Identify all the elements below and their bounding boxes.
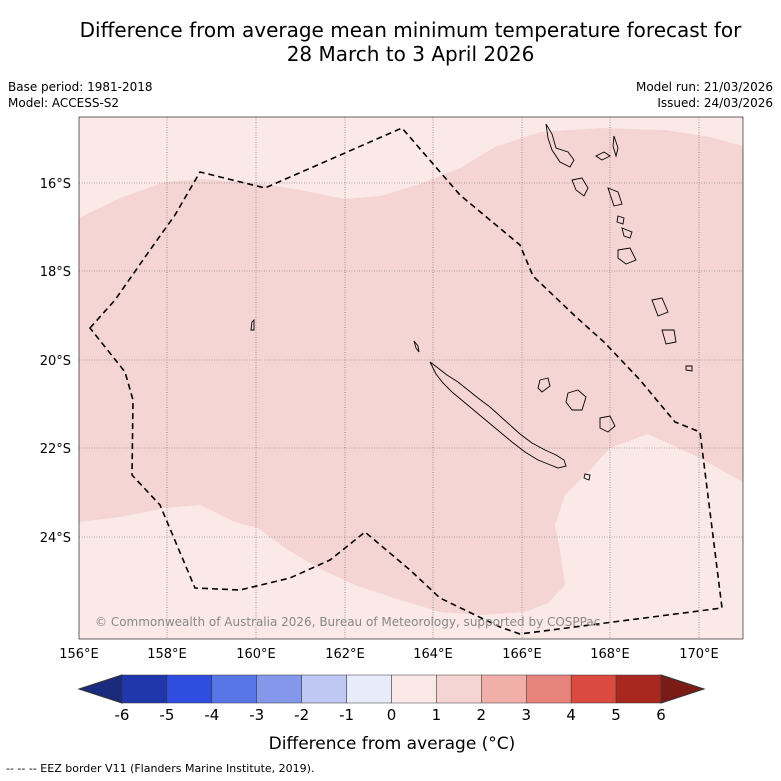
colorbar-cell — [391, 674, 437, 704]
colorbar-cell — [121, 674, 168, 704]
colorbar-over-arrow — [660, 674, 706, 704]
new-caledonia-coast — [429, 361, 567, 469]
title-line-2: 28 March to 3 April 2026 — [286, 42, 535, 66]
colorbar-label: Difference from average (°C) — [269, 734, 516, 754]
vanuatu-epi — [616, 215, 625, 225]
eez-footnote: -- -- -- EEZ border V11 (Flanders Marine… — [6, 762, 315, 775]
lon-label-170e: 170°E — [679, 647, 719, 662]
base-period: Base period: 1981-2018 — [8, 80, 153, 94]
lon-label-164e: 164°E — [413, 647, 453, 662]
vanuatu-pentecost — [607, 187, 623, 207]
colorbar-tick-label: 5 — [611, 706, 621, 724]
lifou-coast — [565, 389, 587, 411]
colorbar-tick-label: 6 — [656, 706, 666, 724]
colorbar-cell — [481, 674, 527, 704]
colorbar: -6 -5 -4 -3 -2 -1 0 1 2 3 4 5 6 Difference from aver… — [77, 674, 706, 754]
map-figure: © Commonwealth of Australia 2026, Bureau… — [40, 116, 744, 754]
lat-label-16s: 16°S — [40, 177, 71, 192]
colorbar-cell — [346, 674, 392, 704]
vanuatu-efate — [621, 227, 633, 239]
belep-islands-coast — [413, 340, 420, 353]
colorbar-cell — [301, 674, 347, 704]
colorbar-tick-label: 2 — [477, 706, 487, 724]
title-line-1: Difference from average mean minimum tem… — [79, 18, 742, 42]
lat-label-24s: 24°S — [40, 531, 71, 546]
lat-tick-labels: 16°S 18°S 20°S 22°S 24°S — [40, 177, 71, 546]
ouvea-coast — [537, 377, 551, 393]
lon-label-158e: 158°E — [147, 647, 187, 662]
lon-label-168e: 168°E — [590, 647, 630, 662]
colorbar-tick-label: -3 — [249, 706, 264, 724]
colorbar-tick-label: 0 — [387, 706, 397, 724]
colorbar-tick-label: -4 — [204, 706, 219, 724]
lon-label-160e: 160°E — [236, 647, 276, 662]
lon-tick-labels: 156°E 158°E 160°E 162°E 164°E 166°E 168°… — [59, 647, 719, 662]
colorbar-tick-label: 4 — [566, 706, 576, 724]
colorbar-cell — [256, 674, 302, 704]
colorbar-cell — [526, 674, 572, 704]
vanuatu-maewo — [612, 135, 619, 158]
vanuatu-tanna — [651, 297, 669, 317]
meta-left: Base period: 1981-2018 Model: ACCESS-S2 — [8, 79, 153, 111]
model-run: Model run: 21/03/2026 — [635, 80, 773, 94]
vanuatu-ambae — [595, 151, 611, 161]
lon-label-166e: 166°E — [502, 647, 542, 662]
map-frame — [79, 117, 743, 639]
map-border — [78, 116, 744, 640]
vanuatu-malakula — [571, 177, 589, 197]
colorbar-tick-label: -1 — [339, 706, 354, 724]
chart-title: Difference from average mean minimum tem… — [0, 18, 781, 66]
graticule — [79, 117, 743, 639]
colorbar-tick-label: -6 — [115, 706, 130, 724]
lon-label-162e: 162°E — [325, 647, 365, 662]
anomaly-band-1-2 — [79, 128, 743, 615]
colorbar-cell — [166, 674, 213, 704]
colorbar-tick-label: 1 — [432, 706, 442, 724]
colorbar-tick-label: -5 — [159, 706, 174, 724]
colorbar-tick-label: 3 — [521, 706, 531, 724]
meta-right: Model run: 21/03/2026 Issued: 24/03/2026 — [636, 79, 773, 111]
colorbar-cells — [121, 674, 662, 704]
vanuatu-aneityum — [661, 329, 677, 345]
mare-coast — [599, 415, 616, 433]
colorbar-tick-labels: -6 -5 -4 -3 -2 -1 0 1 2 3 4 5 6 — [115, 706, 666, 724]
colorbar-cell — [211, 674, 257, 704]
lat-label-22s: 22°S — [40, 442, 71, 457]
copyright-text: © Commonwealth of Australia 2026, Bureau… — [95, 615, 600, 629]
colorbar-cell — [615, 674, 662, 704]
coastlines — [250, 123, 693, 481]
walpole-coast — [583, 473, 591, 481]
issued-date: Issued: 24/03/2026 — [657, 96, 773, 110]
colorbar-cell — [570, 674, 617, 704]
lat-label-18s: 18°S — [40, 265, 71, 280]
vanuatu-erromango — [617, 247, 637, 265]
colorbar-under-arrow — [77, 674, 123, 704]
colorbar-cell — [436, 674, 482, 704]
model-name: Model: ACCESS-S2 — [8, 96, 120, 110]
lon-label-156e: 156°E — [59, 647, 99, 662]
chesterfield-reef — [250, 318, 255, 331]
vanuatu-espiritu-santo — [545, 123, 575, 168]
lat-label-20s: 20°S — [40, 354, 71, 369]
hunter-island — [685, 365, 693, 372]
colorbar-tick-label: -2 — [294, 706, 309, 724]
